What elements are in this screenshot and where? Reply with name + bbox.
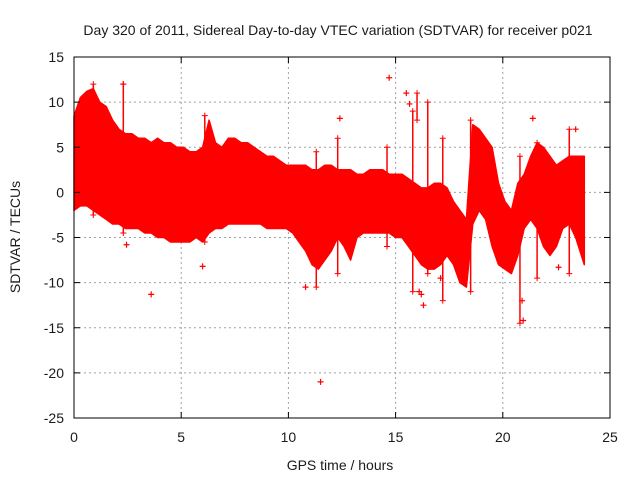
spike-end-marker — [534, 139, 541, 146]
spike-end-marker — [409, 288, 416, 295]
outlier-point — [529, 115, 536, 122]
outlier-point — [403, 90, 410, 97]
outlier-point — [302, 284, 309, 291]
outlier-point — [386, 74, 393, 81]
x-tick-label: 10 — [281, 429, 297, 445]
spike-end-marker — [120, 229, 127, 236]
chart-title: Day 320 of 2011, Sidereal Day-to-day VTE… — [83, 22, 592, 38]
spike-end-marker — [90, 211, 97, 218]
spike-end-marker — [414, 117, 421, 124]
spike-end-marker — [384, 243, 391, 250]
y-tick-label: 15 — [48, 49, 64, 65]
spike-end-marker — [424, 270, 431, 277]
outlier-point — [199, 263, 206, 270]
spike-end-marker — [566, 270, 573, 277]
y-tick-label: -20 — [44, 365, 64, 381]
outlier-point — [317, 378, 324, 385]
x-axis-label: GPS time / hours — [287, 457, 394, 473]
y-tick-label: -15 — [44, 320, 64, 336]
outlier-point — [416, 288, 423, 295]
x-tick-label: 0 — [70, 429, 78, 445]
spike-end-marker — [313, 148, 320, 155]
spike-end-marker — [409, 108, 416, 115]
spike-end-marker — [467, 288, 474, 295]
outlier-point — [437, 275, 444, 282]
outlier-point — [406, 100, 413, 107]
outlier-point — [520, 317, 527, 324]
outlier-point — [120, 81, 127, 88]
spike-end-marker — [424, 99, 431, 106]
spike-end-marker — [467, 117, 474, 124]
spike-end-marker — [201, 112, 208, 119]
spike-end-marker — [516, 320, 523, 327]
spike-end-marker — [439, 135, 446, 142]
outlier-point — [336, 115, 343, 122]
spike-end-marker — [384, 144, 391, 151]
outlier-point — [519, 297, 526, 304]
axis-ticks: 0 5 10 15 20 25 15 10 5 0 -5 -10 -15 -20 -25 — [44, 49, 618, 445]
outlier-point — [123, 241, 130, 248]
x-tick-label: 20 — [495, 429, 511, 445]
y-tick-label: 0 — [56, 184, 64, 200]
y-tick-label: 5 — [56, 139, 64, 155]
x-tick-label: 5 — [177, 429, 185, 445]
y-tick-label: -25 — [44, 410, 64, 426]
spike-end-marker — [313, 284, 320, 291]
spike-end-marker — [534, 275, 541, 282]
spike-end-marker — [334, 135, 341, 142]
data-series — [73, 74, 586, 385]
spike-end-marker — [90, 81, 97, 88]
y-tick-label: 10 — [48, 94, 64, 110]
y-tick-label: -5 — [52, 230, 65, 246]
spike-end-marker — [516, 153, 523, 160]
spike-end-marker — [414, 90, 421, 97]
x-tick-label: 25 — [602, 429, 618, 445]
y-axis-label: SDTVAR / TECUs — [7, 181, 23, 293]
spike-end-marker — [334, 270, 341, 277]
y-tick-label: -10 — [44, 275, 64, 291]
outlier-point — [572, 126, 579, 133]
outlier-point — [148, 291, 155, 298]
data-band — [73, 87, 586, 288]
spike-end-marker — [566, 126, 573, 133]
outlier-point — [555, 264, 562, 271]
x-tick-label: 15 — [388, 429, 404, 445]
spike-end-marker — [201, 239, 208, 246]
outlier-point — [420, 302, 427, 309]
spike-end-marker — [439, 297, 446, 304]
